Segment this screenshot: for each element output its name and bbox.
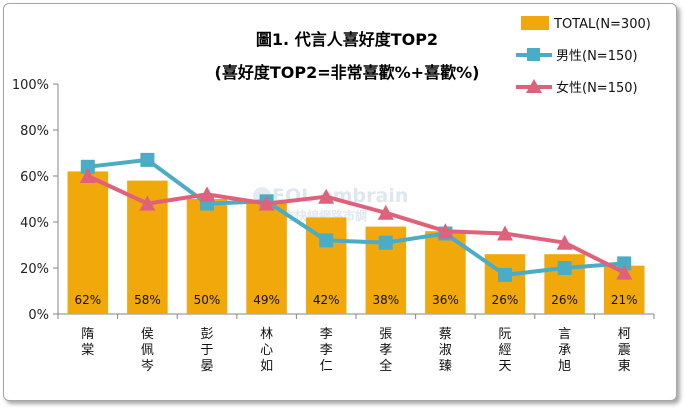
x-category-label: 侯佩岑 [141, 327, 154, 374]
series-line [86, 174, 626, 275]
bar-value-label: 26% [551, 293, 578, 307]
data-point-triangle [556, 234, 573, 250]
watermark-brand: EOL embrain [272, 185, 408, 207]
bar-value-label: 62% [74, 293, 101, 307]
bar-value-label: 26% [492, 293, 519, 307]
bar-value-label: 38% [372, 293, 399, 307]
data-point-triangle [139, 195, 156, 211]
legend-marker-female [526, 79, 542, 93]
chart-subtitle: (喜好度TOP2=非常喜歡%+喜歡%) [215, 63, 480, 82]
legend-marker-male [527, 48, 540, 61]
x-category-label: 蔡淑臻 [439, 327, 452, 374]
data-point-square [498, 267, 512, 282]
bar-value-label: 58% [134, 293, 161, 307]
data-point-triangle [497, 225, 513, 241]
chart-title: 圖1. 代言人喜好度TOP2 [256, 30, 438, 49]
y-tick-label: 80% [20, 124, 49, 139]
data-point-triangle [199, 186, 215, 202]
x-category-label: 隋棠 [81, 327, 94, 358]
x-category-label: 彭于晏 [200, 327, 213, 374]
legend-label-total: TOTAL(N=300) [553, 17, 651, 32]
bar-value-label: 21% [611, 293, 638, 307]
x-category-label: 柯震東 [618, 327, 631, 374]
y-tick-label: 60% [20, 170, 49, 185]
bar-value-label: 50% [194, 293, 221, 307]
bar [186, 199, 228, 314]
x-category-label: 張孝全 [379, 327, 392, 374]
data-point-square [378, 235, 393, 250]
data-point-triangle [258, 195, 275, 211]
data-point-square [140, 152, 155, 167]
y-tick-label: 40% [20, 216, 49, 231]
data-point-triangle [437, 223, 454, 239]
x-category-label: 李李仁 [320, 327, 333, 374]
series-line [87, 157, 625, 277]
x-category-label: 言承旭 [558, 327, 571, 374]
data-point-square [319, 233, 334, 248]
y-tick-label: 0% [28, 308, 49, 323]
bar-value-label: 42% [313, 293, 340, 307]
data-point-square [80, 159, 95, 174]
bar-value-label: 36% [432, 293, 459, 307]
data-point-triangle [318, 188, 335, 204]
legend-label-female: 女性(N=150) [556, 80, 638, 96]
x-category-label: 阮經天 [498, 327, 511, 374]
data-point-triangle [377, 204, 394, 220]
bar [67, 171, 109, 314]
y-tick-label: 20% [20, 262, 49, 277]
data-point-triangle [79, 168, 96, 183]
data-point-triangle [616, 264, 633, 280]
bar [246, 201, 287, 314]
bar-value-label: 49% [253, 293, 280, 307]
y-tick-label: 100% [12, 78, 49, 93]
legend-swatch-total [521, 16, 549, 30]
legend-label-male: 男性(N=150) [556, 49, 638, 64]
data-point-square [557, 261, 572, 275]
x-category-label: 林心如 [260, 327, 273, 374]
data-point-square [617, 256, 632, 271]
legend: TOTAL(N=300) 男性(N=150) 女性(N=150) [516, 16, 651, 96]
